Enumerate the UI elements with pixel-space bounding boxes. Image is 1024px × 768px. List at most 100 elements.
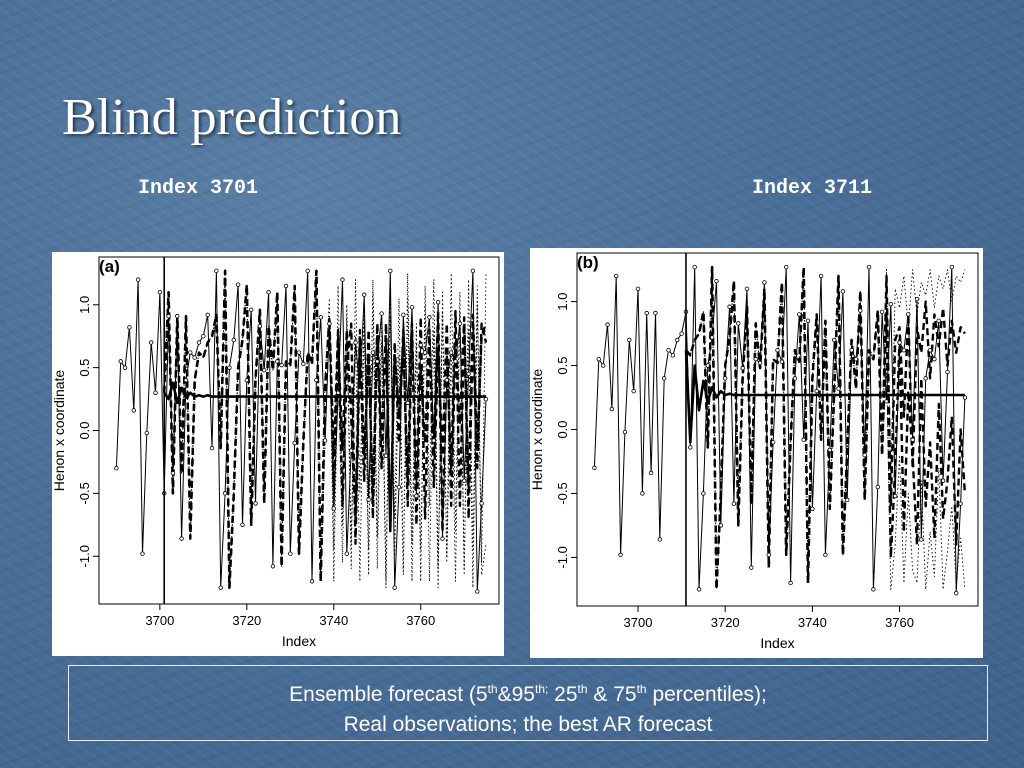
chartb-series-0-point: [797, 312, 802, 317]
charta-series-0-point: [457, 321, 463, 326]
chartb-series-0-point: [910, 437, 915, 442]
chartb-series-0-point: [705, 363, 710, 368]
charta-series-0-point: [257, 323, 263, 329]
chartb-series-0-point: [875, 484, 880, 490]
charta-series-0-point: [262, 367, 267, 373]
chartb-xtick-label: 3720: [711, 615, 740, 630]
chartb-ytick-label: 0.0: [555, 420, 570, 438]
charta-series-0-point: [362, 292, 367, 297]
charta-series-0-point: [418, 342, 423, 348]
charta-series-0-point: [318, 315, 323, 320]
charta-series-0-point: [440, 536, 445, 541]
charta-series-0-point: [375, 359, 380, 364]
chartb-series-1-line: [684, 350, 965, 444]
charta-series-0-point: [405, 400, 410, 406]
legend-text-c: 25: [548, 683, 578, 706]
legend-text-e: percentiles);: [646, 683, 767, 706]
chartb-series-0-point: [962, 395, 968, 400]
charta-series-0-point: [401, 312, 406, 318]
chartb-ytick-label: 1.0: [555, 293, 570, 311]
chartb-series-0-point: [932, 356, 937, 362]
chartb-series-0-point: [657, 537, 663, 542]
chartb-series-0-point: [727, 304, 732, 309]
chartb-series-0-point: [853, 356, 859, 362]
chartb-series-0-point: [622, 429, 628, 435]
charta-series-0-point: [435, 300, 441, 305]
charta-series-0-point: [453, 359, 458, 364]
chartb-series-0-point: [648, 470, 654, 476]
charta-series-0-point: [122, 365, 128, 370]
charta-series-0-point: [231, 337, 236, 343]
charta-series-0-point: [344, 551, 350, 556]
charta-series-0-point: [205, 312, 210, 318]
chartb-series-0-point: [609, 406, 615, 412]
chartb-series-0-point: [958, 501, 963, 506]
charta-xtick-label: 3700: [145, 613, 174, 628]
chartb-series-0-point: [653, 310, 658, 316]
charta-series-0-point: [196, 340, 202, 345]
charta-series-0-point: [153, 390, 158, 395]
charta-xlabel: Index: [282, 633, 316, 649]
chartb-series-0-point: [753, 356, 758, 362]
charta-series-0-point: [183, 378, 189, 383]
charta-series-0-point: [383, 453, 389, 458]
charta-series-0-point: [248, 307, 254, 313]
chartb-series-0-point: [696, 587, 702, 592]
legend-sup-3: th: [577, 682, 588, 696]
chartb-xtick-label: 3700: [624, 615, 653, 630]
charta-series-0-point: [296, 350, 302, 355]
charta-series-0-point: [209, 445, 215, 451]
chartb-series-0-point: [884, 399, 889, 404]
subtitle-left: Index 3701: [138, 177, 259, 200]
chartb-series-0-point: [823, 552, 828, 558]
chartb-series-0-point: [640, 491, 645, 496]
charta-series-0-point: [396, 484, 402, 490]
chartb-series-0-point: [792, 376, 798, 381]
charta-series-1-line: [163, 381, 486, 405]
charta-series-0-point: [201, 334, 206, 339]
chartb-series-0-point: [936, 318, 941, 323]
charta-series-0-point: [466, 371, 471, 377]
charta-series-0-point: [335, 390, 341, 395]
subtitle-right: Index 3711: [752, 177, 873, 200]
charta-series-0-point: [414, 493, 419, 499]
charta-series-0-point: [235, 282, 241, 287]
chartb-ytick-label: -0.5: [555, 482, 570, 504]
charta-series-0-point: [144, 430, 150, 436]
chartb-series-0-point: [670, 353, 676, 358]
chartb-series-0-point: [897, 340, 902, 345]
chartb-series-0-point: [879, 309, 885, 315]
charta-series-0-point: [244, 378, 250, 383]
charta-series-0-point: [270, 564, 276, 569]
charta-series-0-point: [448, 350, 454, 355]
chartb-series-0-point: [675, 337, 680, 343]
chartb-series-0-point: [845, 497, 850, 503]
charta-series-0-point: [370, 350, 376, 355]
charta-ytick-label: 1.0: [77, 296, 92, 314]
chartb-series-0-point: [605, 322, 610, 327]
chartb-series-3-line: [685, 265, 967, 591]
chartb-series-0-point: [849, 348, 854, 353]
charta-series-0-point: [305, 268, 310, 274]
chartb-series-0-point: [688, 445, 693, 450]
charta-ytick-label: 0.5: [77, 359, 92, 377]
chartb-series-0-point: [744, 286, 750, 292]
charta-series-0-point: [422, 350, 428, 355]
chartb-series-0-point: [923, 376, 928, 381]
legend-line-2: Real observations; the best AR forecast: [343, 713, 713, 736]
chartb-series-0-point: [596, 356, 601, 362]
charta-series-0-point: [222, 491, 228, 496]
charta-series-0-point: [392, 585, 397, 590]
charta-series-0-point: [218, 585, 223, 590]
charta-xtick-label: 3720: [232, 613, 261, 628]
chartb-series-0-point: [618, 552, 623, 558]
charta-series-0-point: [475, 589, 480, 594]
chartb-series-0-point: [714, 278, 719, 284]
chartb-series-0-point: [858, 308, 863, 313]
chartb-series-0-point: [954, 591, 959, 596]
charta-series-0-point: [357, 388, 363, 393]
charta-series-0-point: [283, 283, 289, 289]
chartb-series-0-point: [901, 348, 907, 353]
charta-series-0-point: [444, 378, 450, 383]
chartb-series-0-point: [749, 565, 754, 570]
